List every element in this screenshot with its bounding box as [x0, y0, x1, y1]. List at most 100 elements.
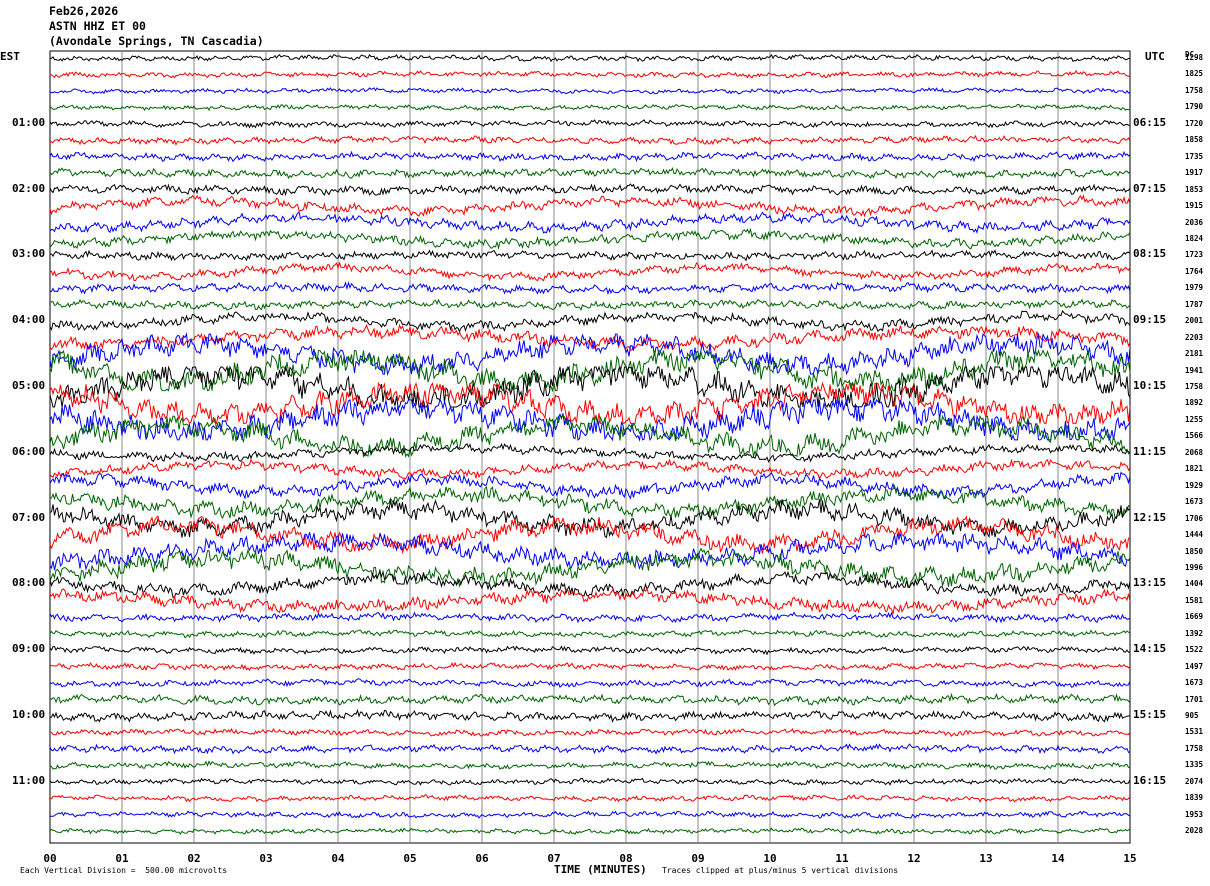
dc-offset-label: 1673 — [1185, 497, 1204, 506]
x-tick-label: 10 — [763, 852, 777, 865]
x-tick-label: 11 — [835, 852, 849, 865]
dc-offset-label: 2074 — [1185, 777, 1204, 786]
dc-offset-label: 1758 — [1185, 382, 1204, 391]
dc-offset-label: 1839 — [1185, 793, 1204, 802]
x-tick-label: 04 — [331, 852, 345, 865]
seismic-trace-1 — [49, 53, 1131, 63]
dc-offset-label: 1723 — [1185, 250, 1204, 259]
seismic-trace-31 — [49, 532, 1131, 571]
dc-offset-label: 1497 — [1185, 662, 1204, 671]
dc-offset-label: 1298 — [1185, 53, 1204, 62]
utc-hour-label: 11:15 — [1133, 445, 1167, 458]
dc-offset-label: 1929 — [1185, 481, 1204, 490]
seismic-trace-48 — [49, 827, 1131, 835]
utc-hour-label: 09:15 — [1133, 313, 1167, 326]
seismic-trace-43 — [49, 743, 1131, 755]
seismic-trace-35 — [49, 611, 1131, 624]
x-axis-title: TIME (MINUTES) — [554, 863, 647, 876]
seismic-trace-47 — [49, 810, 1131, 819]
seismic-trace-6 — [49, 134, 1131, 146]
dc-offset-label: 1404 — [1185, 579, 1204, 588]
seismic-trace-3 — [49, 87, 1131, 95]
dc-offset-label: 1917 — [1185, 168, 1204, 177]
dc-offset-label: 1531 — [1185, 727, 1204, 736]
clip-footnote: Traces clipped at plus/minus 5 vertical … — [662, 866, 899, 875]
dc-offset-label: 1996 — [1185, 563, 1204, 572]
x-tick-label: 03 — [259, 852, 273, 865]
dc-offset-label: 1673 — [1185, 678, 1204, 687]
dc-offset-label: 2036 — [1185, 218, 1204, 227]
dc-offset-label: 2068 — [1185, 448, 1204, 457]
seismic-trace-30 — [49, 515, 1131, 555]
dc-offset-label: 1392 — [1185, 629, 1204, 638]
dc-header-label: DC — [1185, 50, 1195, 59]
seismic-trace-14 — [49, 261, 1131, 282]
dc-offset-label: 1706 — [1185, 514, 1204, 523]
seismic-trace-16 — [49, 298, 1131, 311]
dc-offset-label: 1758 — [1185, 86, 1204, 95]
seismic-trace-22 — [49, 381, 1131, 426]
utc-hour-label: 15:15 — [1133, 708, 1167, 721]
dc-offset-label: 1444 — [1185, 530, 1204, 539]
seismic-trace-21 — [49, 365, 1131, 409]
x-tick-label: 07 — [547, 852, 561, 865]
utc-hour-label: 10:15 — [1133, 379, 1167, 392]
utc-hour-label: 14:15 — [1133, 642, 1167, 655]
seismic-trace-17 — [49, 309, 1131, 333]
x-tick-label: 13 — [979, 852, 993, 865]
seismic-trace-41 — [49, 708, 1131, 723]
seismic-trace-18 — [49, 323, 1131, 352]
est-hour-label: 09:00 — [12, 642, 46, 655]
seismic-trace-10 — [49, 194, 1131, 218]
x-tick-label: 08 — [619, 852, 633, 865]
seismic-trace-27 — [49, 471, 1131, 500]
dc-offset-label: 1566 — [1185, 431, 1204, 440]
right-timezone-label: UTC — [1145, 50, 1165, 63]
dc-offset-label: 2203 — [1185, 333, 1204, 342]
plot-frame — [49, 50, 1131, 844]
seismic-trace-34 — [49, 587, 1131, 615]
dc-offset-label: 1825 — [1185, 69, 1204, 78]
seismic-trace-8 — [49, 166, 1131, 180]
dc-offset-label: 2001 — [1185, 316, 1204, 325]
seismic-trace-11 — [49, 210, 1131, 234]
dc-offset-label: 905 — [1185, 711, 1199, 720]
seismic-trace-5 — [49, 119, 1130, 129]
dc-offset-label: 2028 — [1185, 826, 1204, 835]
chart-date: Feb26,2026 — [49, 4, 119, 18]
dc-offset-label: 1522 — [1185, 645, 1204, 654]
station-id: ASTN HHZ ET 00 — [49, 19, 146, 33]
est-hour-label: 04:00 — [12, 313, 46, 326]
seismic-trace-39 — [49, 678, 1131, 689]
est-hour-label: 07:00 — [12, 511, 46, 524]
x-tick-label: 12 — [907, 852, 921, 865]
dc-offset-label: 1979 — [1185, 283, 1204, 292]
dc-offset-label: 1892 — [1185, 398, 1204, 407]
dc-offset-label: 1824 — [1185, 234, 1204, 243]
scale-footnote: Each Vertical Division = 500.00 microvol… — [20, 866, 228, 875]
dc-offset-label: 1915 — [1185, 201, 1204, 210]
seismic-trace-40 — [49, 692, 1131, 707]
est-hour-label: 10:00 — [12, 708, 46, 721]
est-hour-label: 06:00 — [12, 445, 46, 458]
seismic-trace-44 — [49, 760, 1131, 771]
utc-hour-label: 13:15 — [1133, 576, 1167, 589]
station-location: (Avondale Springs, TN Cascadia) — [49, 34, 264, 48]
left-timezone-label: EST — [0, 50, 20, 63]
utc-hour-label: 06:15 — [1133, 116, 1167, 129]
est-hour-label: 11:00 — [12, 774, 46, 787]
seismic-trace-7 — [49, 150, 1131, 163]
x-tick-label: 02 — [187, 852, 201, 865]
seismic-trace-24 — [49, 414, 1131, 459]
seismic-trace-45 — [49, 777, 1131, 786]
seismic-trace-26 — [49, 458, 1131, 480]
utc-hour-label: 16:15 — [1133, 774, 1167, 787]
x-tick-label: 15 — [1123, 852, 1137, 865]
est-hour-label: 02:00 — [12, 182, 46, 195]
dc-offset-label: 1853 — [1185, 185, 1204, 194]
dc-offset-label: 1821 — [1185, 464, 1204, 473]
seismic-trace-15 — [49, 281, 1131, 296]
seismic-trace-38 — [49, 661, 1131, 672]
dc-offset-label: 2181 — [1185, 349, 1204, 358]
